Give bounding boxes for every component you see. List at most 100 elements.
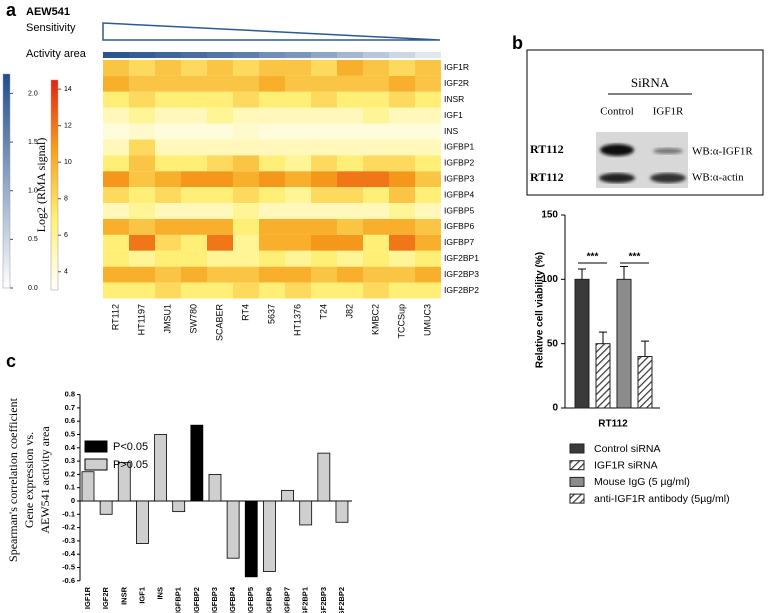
x-tick-label: RT112 <box>598 419 628 430</box>
column-label: UMUC3 <box>422 304 432 336</box>
heatmap-cell <box>233 171 259 188</box>
bar <box>281 489 294 502</box>
heatmap-cell <box>103 75 129 92</box>
colorbar-tick-label: 0.0 <box>28 285 38 292</box>
heatmap-cell <box>363 282 389 299</box>
heatmap-cell <box>259 203 285 219</box>
antibody: WB:α-IGF1R <box>692 146 753 158</box>
heatmap-cell <box>129 75 155 92</box>
heatmap-cell <box>129 155 155 172</box>
heatmap-cell <box>337 219 363 235</box>
heatmap-cell <box>311 203 337 219</box>
heatmap-cell <box>311 91 337 108</box>
heatmap-cell <box>363 60 389 76</box>
heatmap-cell <box>103 139 129 156</box>
band <box>653 148 683 154</box>
column-label: HT1376 <box>292 304 302 336</box>
heatmap-cell <box>363 250 389 267</box>
x-tick-label: IGFBP5 <box>246 587 255 613</box>
heatmap-cell <box>103 171 129 188</box>
heatmap-cell <box>363 123 389 140</box>
y-tick-label: 150 <box>541 210 558 221</box>
sensitivity-wedge <box>102 22 441 41</box>
band <box>650 173 686 183</box>
heatmap-cell <box>233 123 259 140</box>
activity-cell <box>415 52 441 58</box>
y-tick-label: -0.6 <box>62 576 75 585</box>
y-tick-label: 0.4 <box>65 443 76 452</box>
column-label: T24 <box>318 304 328 320</box>
heatmap-cell <box>155 107 181 124</box>
legend-swatch <box>569 443 585 454</box>
heatmap-cell <box>155 187 181 204</box>
heatmap-cell <box>129 234 155 251</box>
heatmap-cell <box>285 250 311 267</box>
colorbar-tick-label: 2.0 <box>28 90 38 97</box>
heatmap-cell <box>363 91 389 108</box>
heatmap-cell <box>207 60 233 76</box>
heatmap-cell <box>259 107 285 124</box>
heatmap-cell <box>415 155 441 172</box>
heatmap-cell <box>155 139 181 156</box>
heatmap-cell <box>337 250 363 267</box>
heatmap-cell <box>285 203 311 219</box>
y-tick-label: -0.5 <box>62 562 75 571</box>
heatmap-cell <box>311 171 337 188</box>
heatmap-cell <box>389 60 415 76</box>
row-label: IGFBP5 <box>444 205 475 215</box>
activity-cell <box>181 52 207 58</box>
drug-label: AEW541 <box>26 6 70 18</box>
heatmap-cell <box>155 282 181 299</box>
row-label: IGF2BP1 <box>444 253 479 263</box>
colorbar-tick-label: 4 <box>64 269 68 276</box>
column-label: J82 <box>344 304 354 319</box>
row-label: INS <box>444 126 459 136</box>
heatmap-cell <box>311 266 337 283</box>
column-label: RT4 <box>240 304 250 321</box>
cell-line: RT112 <box>530 170 564 184</box>
heatmap-cell <box>181 219 207 235</box>
heatmap-cell <box>415 75 441 92</box>
colorbar-tick-label: 6 <box>64 232 68 239</box>
heatmap-cell <box>233 219 259 235</box>
heatmap-cell <box>337 107 363 124</box>
heatmap-cell <box>311 219 337 235</box>
heatmap-cell <box>259 171 285 188</box>
heatmap-cell <box>207 187 233 204</box>
heatmap-cell <box>259 60 285 76</box>
y-tick-label: 0.7 <box>65 403 75 412</box>
heatmap-cell <box>207 266 233 283</box>
colorbar-tick-label: 0.5 <box>28 236 38 243</box>
heatmap-cell <box>337 123 363 140</box>
heatmap-cell <box>103 155 129 172</box>
heatmap-cell <box>415 60 441 76</box>
colorbar-tick-label: 8 <box>64 196 68 203</box>
activity-cell <box>337 52 363 58</box>
heatmap-cell <box>233 282 259 299</box>
heatmap-cell <box>207 91 233 108</box>
heatmap-cell <box>311 75 337 92</box>
heatmap-cell <box>363 187 389 204</box>
x-tick-label: IGFBP7 <box>283 587 292 613</box>
heatmap-cell <box>233 60 259 76</box>
colorbar-tick-label: 10 <box>64 159 72 166</box>
legend-label: Control siRNA <box>594 443 661 455</box>
colorbar-tick-label: 1.5 <box>28 139 38 146</box>
heatmap-cell <box>207 171 233 188</box>
heatmap-cell <box>311 60 337 76</box>
heatmap-cell <box>207 219 233 235</box>
heatmap-cell <box>181 155 207 172</box>
heatmap-cell <box>103 123 129 140</box>
heatmap-cell <box>285 123 311 140</box>
column-label: TCCSup <box>396 304 406 339</box>
heatmap-cell <box>337 266 363 283</box>
heatmap-cell <box>415 250 441 267</box>
heatmap-cell <box>311 234 337 251</box>
heatmap-cell <box>103 219 129 235</box>
antibody: WB:α-actin <box>692 172 744 184</box>
heatmap-cell <box>181 171 207 188</box>
heatmap-cell <box>181 266 207 283</box>
legend-label: P<0.05 <box>113 441 148 453</box>
colorbar-tick-label: 12 <box>64 122 72 129</box>
heatmap-cell <box>233 187 259 204</box>
